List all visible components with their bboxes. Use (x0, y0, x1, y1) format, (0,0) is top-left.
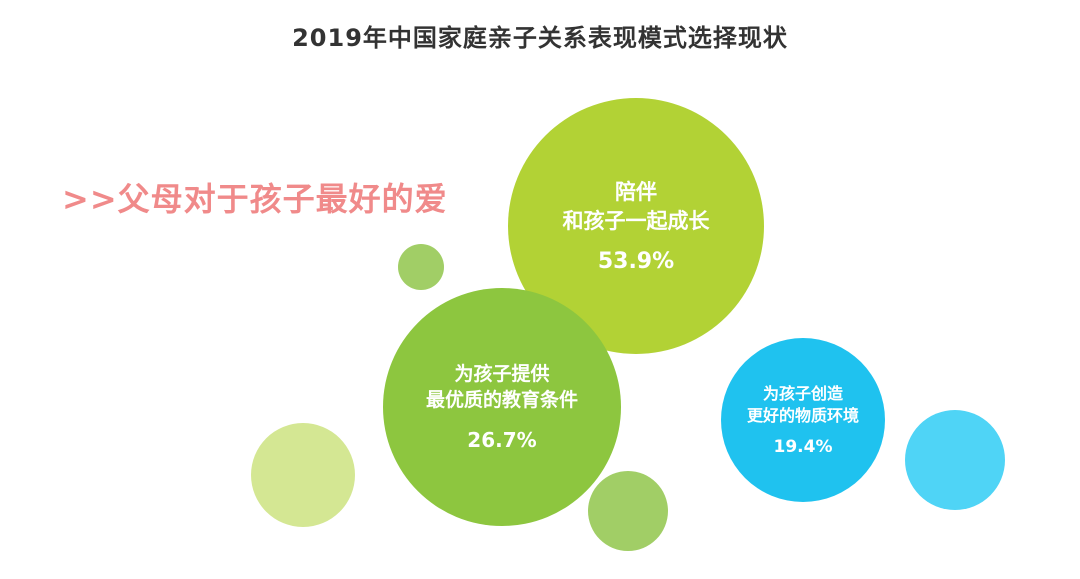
decor-circle-lightblue (905, 410, 1005, 510)
bubble-value: 19.4% (773, 436, 833, 457)
decor-circle-medium-green (588, 471, 668, 551)
bubble-education: 为孩子提供 最优质的教育条件 26.7% (383, 288, 621, 526)
chart-subtitle: >>父母对于孩子最好的爱 (62, 180, 448, 218)
bubble-value: 53.9% (597, 248, 675, 274)
bubble-label-line: 陪伴 (615, 180, 657, 205)
bubble-material: 为孩子创造 更好的物质环境 19.4% (721, 338, 885, 502)
bubble-label: 为孩子提供 最优质的教育条件 (426, 362, 578, 413)
bubble-label-line: 为孩子创造 (762, 384, 843, 404)
bubble-label-line: 和孩子一起成长 (562, 208, 710, 233)
bubble-label-line: 为孩子提供 (454, 363, 550, 386)
decor-circle-small-green (398, 244, 444, 290)
bubble-label-line: 更好的物质环境 (746, 406, 859, 425)
bubble-label: 陪伴 和孩子一起成长 (563, 178, 710, 235)
bubble-label: 为孩子创造 更好的物质环境 (747, 383, 859, 426)
chart-title: 2019年中国家庭亲子关系表现模式选择现状 (292, 24, 788, 52)
bubble-label-line: 最优质的教育条件 (425, 389, 578, 411)
bubble-value: 26.7% (467, 427, 537, 452)
decor-circle-large-lightgreen (251, 423, 355, 527)
